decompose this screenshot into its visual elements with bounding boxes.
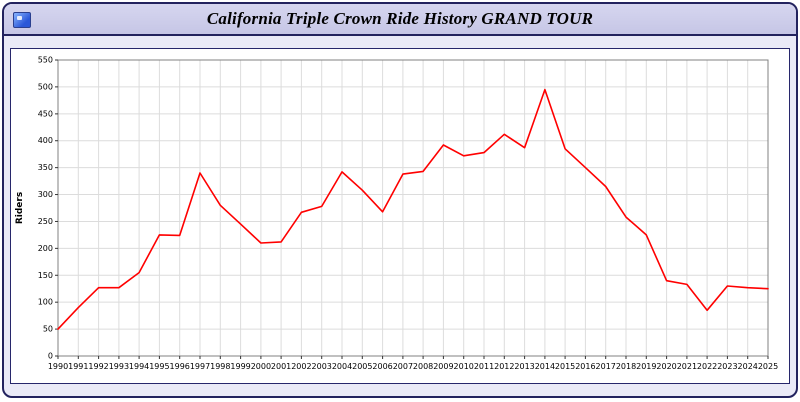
- svg-text:2025: 2025: [758, 362, 778, 371]
- svg-text:1991: 1991: [68, 362, 88, 371]
- svg-text:550: 550: [38, 56, 53, 65]
- svg-text:2006: 2006: [372, 362, 392, 371]
- svg-text:1997: 1997: [190, 362, 210, 371]
- svg-text:400: 400: [38, 136, 53, 145]
- svg-text:2016: 2016: [575, 362, 595, 371]
- svg-text:1990: 1990: [48, 362, 68, 371]
- titlebar: California Triple Crown Ride History GRA…: [4, 4, 796, 36]
- svg-text:1993: 1993: [109, 362, 129, 371]
- svg-text:1996: 1996: [170, 362, 190, 371]
- app-icon: [13, 12, 31, 28]
- svg-text:2001: 2001: [271, 362, 291, 371]
- svg-text:1992: 1992: [88, 362, 108, 371]
- svg-text:500: 500: [38, 82, 53, 91]
- svg-text:2010: 2010: [454, 362, 474, 371]
- svg-text:2021: 2021: [677, 362, 697, 371]
- svg-text:2002: 2002: [291, 362, 311, 371]
- svg-text:100: 100: [38, 298, 53, 307]
- svg-text:2023: 2023: [717, 362, 737, 371]
- svg-text:200: 200: [38, 244, 53, 253]
- svg-text:2008: 2008: [413, 362, 433, 371]
- svg-text:250: 250: [38, 217, 53, 226]
- svg-text:0: 0: [48, 352, 53, 361]
- svg-text:2004: 2004: [332, 362, 352, 371]
- svg-text:1994: 1994: [129, 362, 149, 371]
- svg-text:2003: 2003: [312, 362, 332, 371]
- svg-text:2009: 2009: [433, 362, 453, 371]
- svg-text:150: 150: [38, 271, 53, 280]
- svg-text:2012: 2012: [494, 362, 514, 371]
- svg-text:350: 350: [38, 163, 53, 172]
- svg-text:2011: 2011: [474, 362, 494, 371]
- svg-text:2022: 2022: [697, 362, 717, 371]
- svg-text:Riders: Riders: [15, 192, 25, 224]
- svg-text:2005: 2005: [352, 362, 372, 371]
- svg-text:2020: 2020: [656, 362, 676, 371]
- page-title: California Triple Crown Ride History GRA…: [206, 9, 594, 28]
- svg-text:2019: 2019: [636, 362, 656, 371]
- svg-text:2000: 2000: [251, 362, 271, 371]
- svg-text:1995: 1995: [149, 362, 169, 371]
- svg-text:2013: 2013: [514, 362, 534, 371]
- svg-text:2007: 2007: [393, 362, 413, 371]
- svg-text:50: 50: [43, 325, 53, 334]
- svg-text:300: 300: [38, 190, 53, 199]
- svg-text:450: 450: [38, 109, 53, 118]
- content-area: 0 50 100 150 200 250 300 350 400 450 500 550 1990 199…: [4, 48, 796, 384]
- svg-text:1998: 1998: [210, 362, 230, 371]
- svg-text:2018: 2018: [616, 362, 636, 371]
- svg-text:2015: 2015: [555, 362, 575, 371]
- svg-text:2024: 2024: [738, 362, 758, 371]
- svg-text:2017: 2017: [596, 362, 616, 371]
- svg-text:2014: 2014: [535, 362, 555, 371]
- svg-text:1999: 1999: [230, 362, 250, 371]
- chart-panel: 0 50 100 150 200 250 300 350 400 450 500 550 1990 199…: [10, 48, 790, 384]
